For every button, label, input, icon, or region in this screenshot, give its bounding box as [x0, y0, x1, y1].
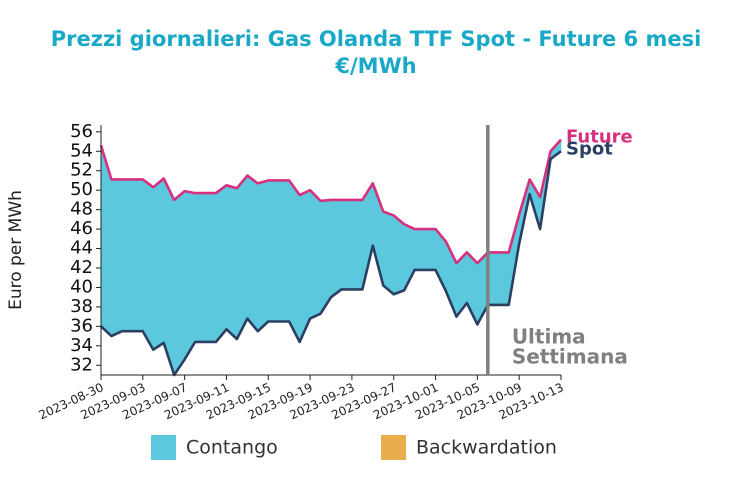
spread-fill	[236, 174, 248, 340]
spread-fill	[309, 189, 321, 320]
y-tick-label: 54	[70, 140, 93, 161]
spread-fill	[173, 190, 185, 376]
spread-fill	[351, 199, 363, 290]
spread-fill	[393, 214, 405, 295]
y-tick-label: 32	[70, 354, 93, 375]
y-tick-label: 42	[70, 257, 93, 278]
y-tick-label: 36	[70, 315, 93, 336]
spread-fill	[152, 177, 165, 351]
spread-fill	[226, 184, 238, 340]
spread-fill	[267, 180, 280, 322]
y-tick-label: 38	[70, 296, 93, 317]
chart-title: Prezzi giornalieri: Gas Olanda TTF Spot …	[51, 27, 702, 51]
y-tick-label: 50	[70, 179, 93, 200]
legend-label: Backwardation	[416, 437, 557, 459]
y-axis-label: Euro per MWh	[6, 190, 26, 310]
series-line	[99, 138, 562, 265]
spread-fill	[111, 179, 123, 337]
spread-fill	[382, 211, 395, 295]
y-tick-label: 44	[70, 238, 93, 259]
series-end-label: Spot	[566, 138, 613, 159]
spread-fill	[205, 192, 217, 343]
annotation-text: Ultima	[512, 325, 586, 349]
spread-fill	[142, 178, 154, 351]
series-line	[100, 150, 562, 377]
spread-fill	[278, 180, 290, 322]
legend-swatch	[151, 435, 176, 460]
spread-fill	[132, 179, 144, 332]
spread-fill	[194, 192, 206, 343]
spread-fill	[330, 199, 342, 298]
legend-swatch	[381, 435, 406, 460]
y-tick-label: 46	[70, 218, 93, 239]
spread-fill	[341, 199, 353, 290]
spread-fill	[184, 190, 196, 361]
spread-fill	[497, 252, 510, 306]
y-tick-label: 48	[70, 199, 93, 220]
chart-title: €/MWh	[334, 54, 416, 78]
y-tick-label: 52	[70, 160, 93, 181]
spread-fill	[288, 179, 300, 343]
spread-fill	[414, 228, 426, 271]
y-tick-label: 40	[70, 276, 93, 297]
spread-fill	[424, 228, 436, 271]
spread-fill	[320, 199, 332, 315]
y-tick-label: 34	[70, 335, 93, 356]
legend-label: Contango	[186, 437, 278, 459]
spread-fill	[215, 184, 227, 343]
spread-fill	[121, 179, 133, 332]
annotation-text: Settimana	[512, 345, 628, 369]
spread-fill	[257, 180, 269, 332]
spread-fill	[247, 174, 259, 333]
y-tick-label: 56	[70, 121, 93, 142]
series-end-label: Future	[566, 127, 633, 148]
